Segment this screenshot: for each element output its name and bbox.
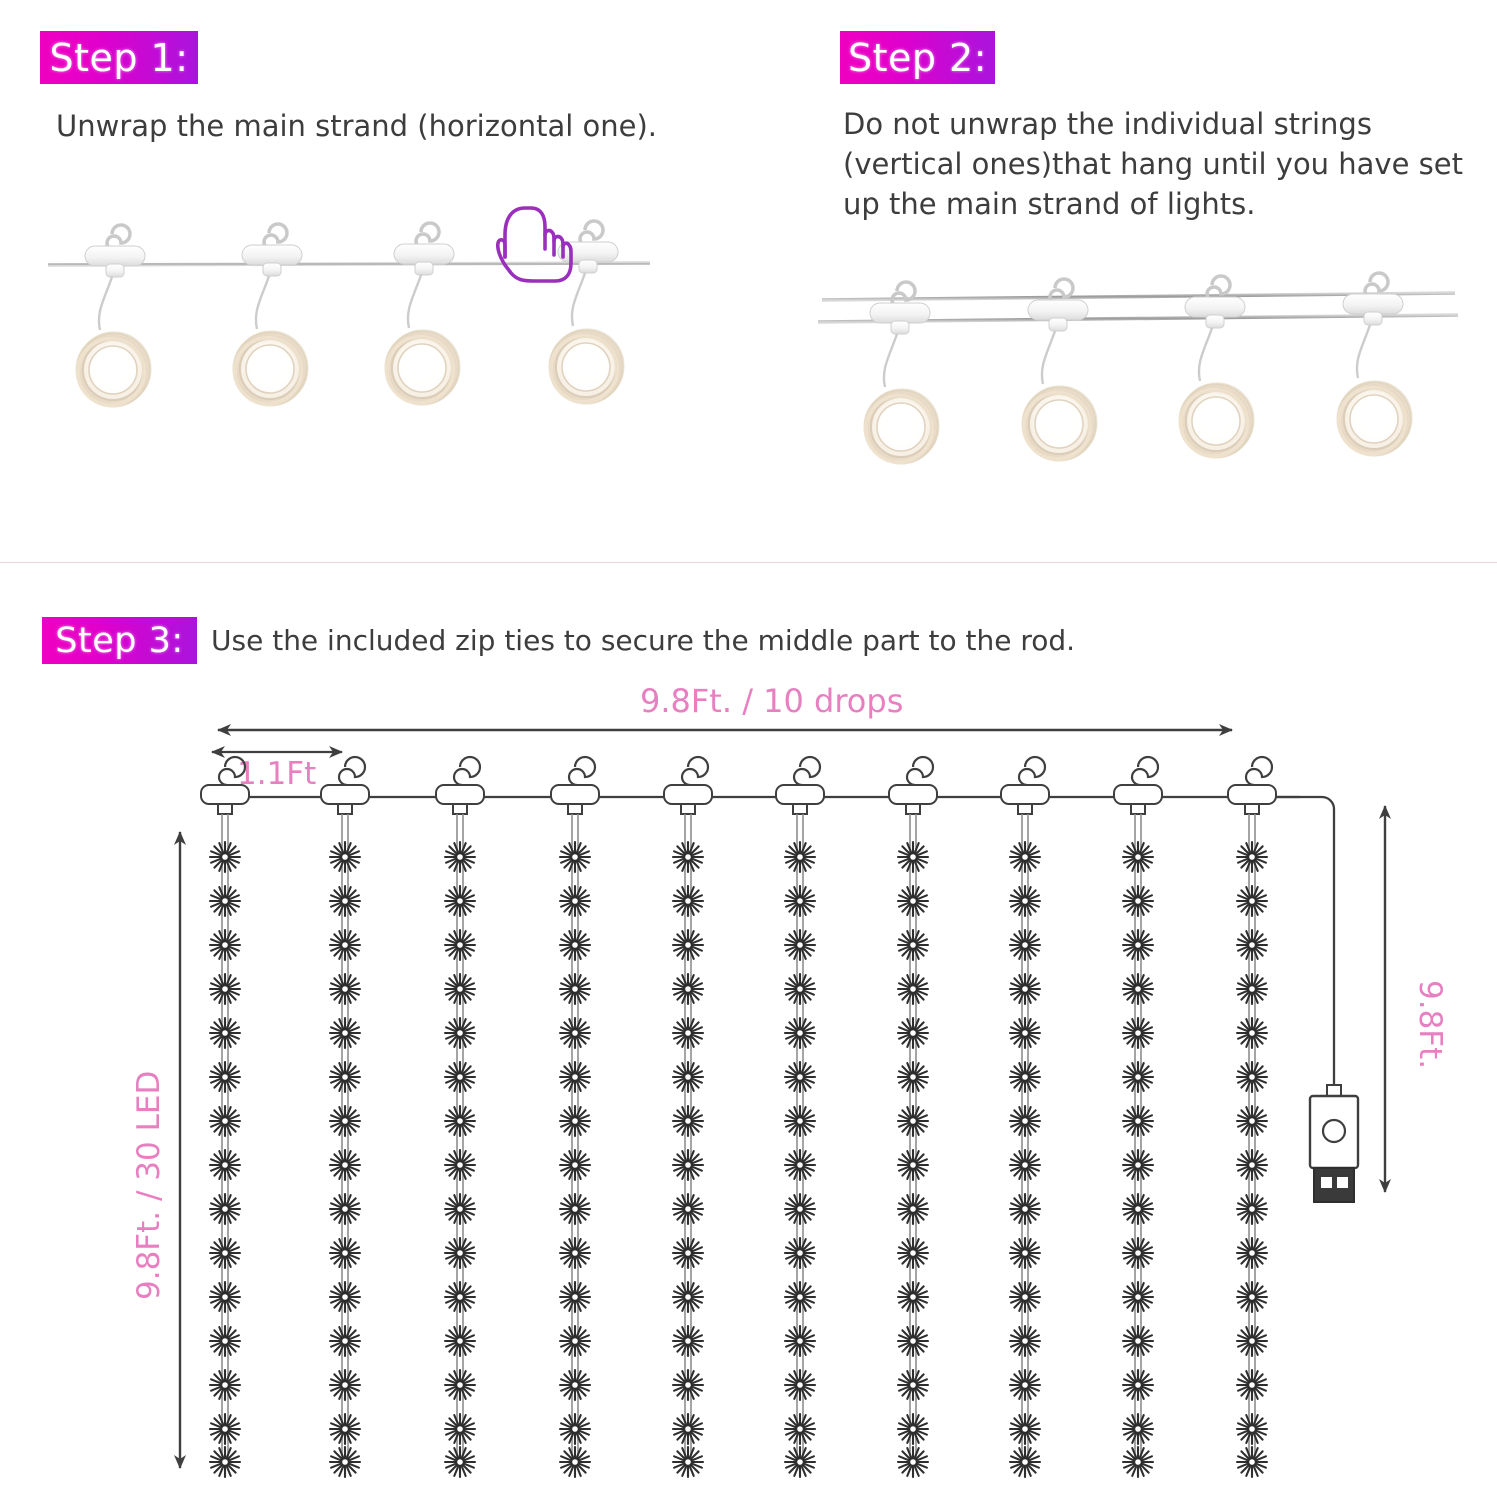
drop-column [319, 755, 371, 1479]
step-2-badge: Step 2: [840, 31, 995, 84]
usb-cable [1276, 795, 1336, 1090]
step-3-badge: Step 3: [42, 617, 197, 664]
step-3-text: Use the included zip ties to secure the … [211, 624, 1076, 657]
step-1-badge: Step 1: [40, 31, 198, 84]
drop-column [199, 755, 251, 1479]
section-divider [0, 562, 1497, 563]
top-dimension-label: 9.8Ft. / 10 drops [640, 682, 904, 720]
step-2-text: Do not unwrap the individual strings (ve… [843, 107, 1463, 221]
usb-plug-icon [1308, 1084, 1360, 1203]
drop-column [434, 755, 486, 1479]
drop-column [774, 755, 826, 1479]
drop-column [662, 755, 714, 1479]
right-dimension-label: 9.8Ft. [1412, 980, 1448, 1070]
drop-column [999, 755, 1051, 1479]
drop-column [549, 755, 601, 1479]
step-1-text: Unwrap the main strand (horizontal one). [56, 109, 657, 143]
drop-column [887, 755, 939, 1479]
drop-column [1226, 755, 1278, 1479]
usb-power-button [1321, 1118, 1347, 1144]
drop-columns [199, 755, 1278, 1479]
left-dimension-label: 9.8Ft. / 30 LED [131, 1070, 167, 1300]
spacing-dimension-label: 1.1Ft [237, 756, 317, 792]
drop-column [1112, 755, 1164, 1479]
